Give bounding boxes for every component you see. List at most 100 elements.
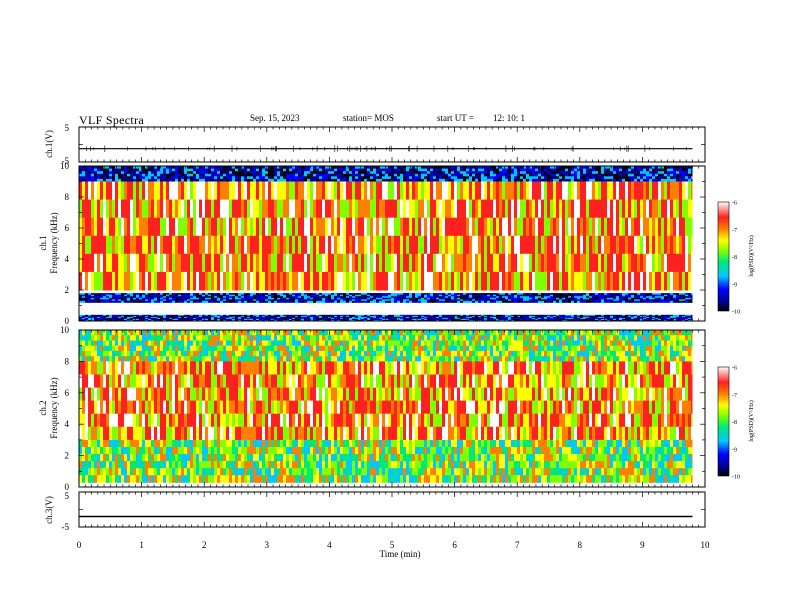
ch1-spectrogram-cell <box>175 300 178 303</box>
ch1-spectrogram-cell <box>439 168 442 172</box>
ch1-spectrogram-cell <box>655 199 658 219</box>
ch1-spectrogram-cell <box>265 293 268 296</box>
ch1-spectrogram-cell <box>100 168 103 172</box>
ch1-spectrogram-cell <box>664 293 667 296</box>
ch1-spectrogram-cell <box>583 316 586 319</box>
ch1-spectrogram-cell <box>94 171 97 175</box>
ch1-spectrogram-cell <box>661 296 664 299</box>
ch1-spectrogram-cell <box>631 217 634 237</box>
ch1-spectrogram-cell <box>469 178 472 182</box>
ch1-spectrogram-cell <box>379 171 382 175</box>
ch1-spectrogram-cell <box>613 297 616 300</box>
ch1-spectrogram-cell <box>289 317 292 320</box>
ch1-spectrogram-cell <box>97 271 100 291</box>
ch1-spectrogram-cell <box>613 314 616 317</box>
ch1-spectrogram-cell <box>589 315 592 318</box>
ch1-spectrogram-cell <box>370 296 373 299</box>
ch1-spectrogram-cell <box>139 318 142 321</box>
ch1-spectrogram-cell <box>292 181 295 201</box>
ch1-spectrogram-cell <box>172 217 175 237</box>
ch1-spectrogram-cell <box>538 168 541 172</box>
ch1-spectrogram-cell <box>559 299 562 302</box>
ch1-spectrogram-cell <box>646 235 649 255</box>
ch1-spectrogram-cell <box>460 300 463 303</box>
ch1-spectrogram-cell <box>445 181 448 201</box>
ch1-spectrogram-cell <box>556 300 559 303</box>
ch1-spectrogram-cell <box>430 217 433 237</box>
ch1-spectrogram-cell <box>262 314 265 317</box>
ch1-spectrogram-cell <box>340 316 343 319</box>
ch1-spectrogram-cell <box>115 294 118 297</box>
ch1-spectrogram-cell <box>277 299 280 302</box>
ch1-spectrogram-cell <box>412 181 415 201</box>
ch1-spectrogram-cell <box>640 316 643 319</box>
ch1-spectrogram-cell <box>346 318 349 321</box>
ch1-spectrogram-cell <box>580 199 583 219</box>
ch1-spectrogram-cell <box>352 315 355 318</box>
ch1-spectrogram-cell <box>139 171 142 175</box>
ch1-spectrogram-cell <box>313 293 316 296</box>
ch1-spectrogram-cell <box>244 171 247 175</box>
ch1-spectrogram-cell <box>196 317 199 320</box>
ch1-spectrogram-cell <box>364 217 367 237</box>
ch1-spectrogram-cell <box>370 171 373 175</box>
ch1-spectrogram-cell <box>208 300 211 303</box>
ch1-spectrogram-cell <box>373 235 376 255</box>
ch1-spectrogram-cell <box>625 199 628 219</box>
ch1-spectrogram-cell <box>217 315 220 318</box>
ch1-spectrogram-cell <box>424 217 427 237</box>
ch1-spectrogram-cell <box>133 315 136 318</box>
ch1-spectrogram-cell <box>418 271 421 291</box>
ch1-spectrogram-cell <box>484 296 487 299</box>
ch1-spectrogram-cell <box>604 293 607 296</box>
ch1-spectrogram-cell <box>148 199 151 219</box>
ch1-spectrogram-cell <box>271 316 274 319</box>
ch1-spectrogram-cell <box>652 314 655 317</box>
ch1-spectrogram-cell <box>127 171 130 175</box>
ch1-spectrogram-cell <box>343 178 346 182</box>
ch1-spectrogram-cell <box>382 181 385 201</box>
ch1-spectrogram-cell <box>325 171 328 175</box>
ch1-spectrogram-cell <box>637 199 640 219</box>
ch1-spectrogram-cell <box>79 181 82 201</box>
ch1-spectrogram-cell <box>556 171 559 175</box>
ch1-spectrogram-cell <box>532 173 535 177</box>
ch1-spectrogram-cell <box>541 300 544 303</box>
ch1-spectrogram-cell <box>568 178 571 182</box>
ch1-spectrogram-cell <box>484 168 487 172</box>
ch1-spectrogram-cell <box>298 199 301 219</box>
ch1-spectrogram-cell <box>535 176 538 180</box>
ch1-spectrogram-cell <box>247 181 250 201</box>
ch1-spectrogram-cell <box>139 299 142 302</box>
ch1-spectrogram-cell <box>640 173 643 177</box>
ch1-spectrogram-cell <box>652 235 655 255</box>
ch1-spectrogram-cell <box>91 294 94 297</box>
ch1-spectrogram-cell <box>640 171 643 175</box>
ch1-spectrogram-cell <box>379 235 382 255</box>
ch1-spectrogram-cell <box>442 199 445 219</box>
ch1-spectrogram-cell <box>340 293 343 296</box>
ch1-spectrogram-cell <box>319 235 322 255</box>
ch1-spectrogram-cell <box>271 294 274 297</box>
ch1-spectrogram-cell <box>595 271 598 291</box>
ch2-spectrogram-cell <box>85 461 88 469</box>
ch1-spectrogram-cell <box>634 217 637 237</box>
ch1-spectrogram-cell <box>199 314 202 317</box>
ch1-spectrogram-cell <box>658 168 661 172</box>
ch1-spectrogram-cell <box>148 235 151 255</box>
ch2-spectrogram-cell <box>88 330 91 336</box>
ch1-spectrogram-cell <box>397 199 400 219</box>
ch1-spectrogram-cell <box>625 181 628 201</box>
ch1-spectrogram-cell <box>490 293 493 296</box>
ch1-spectrogram-cell <box>154 318 157 321</box>
ch1-spectrogram-cell <box>280 217 283 237</box>
ch1-spectrogram-cell <box>379 271 382 291</box>
ch1-spectrogram-cell <box>205 296 208 299</box>
ch1-spectrogram-cell <box>673 171 676 175</box>
ch1-spectrogram-cell <box>580 253 583 273</box>
ch1-spectrogram-cell <box>637 294 640 297</box>
ch1-spectrogram-cell <box>193 297 196 300</box>
ch1-spectrogram-cell <box>214 317 217 320</box>
ch1-spectrogram-cell <box>508 315 511 318</box>
ch1-spectrogram-cell <box>241 299 244 302</box>
